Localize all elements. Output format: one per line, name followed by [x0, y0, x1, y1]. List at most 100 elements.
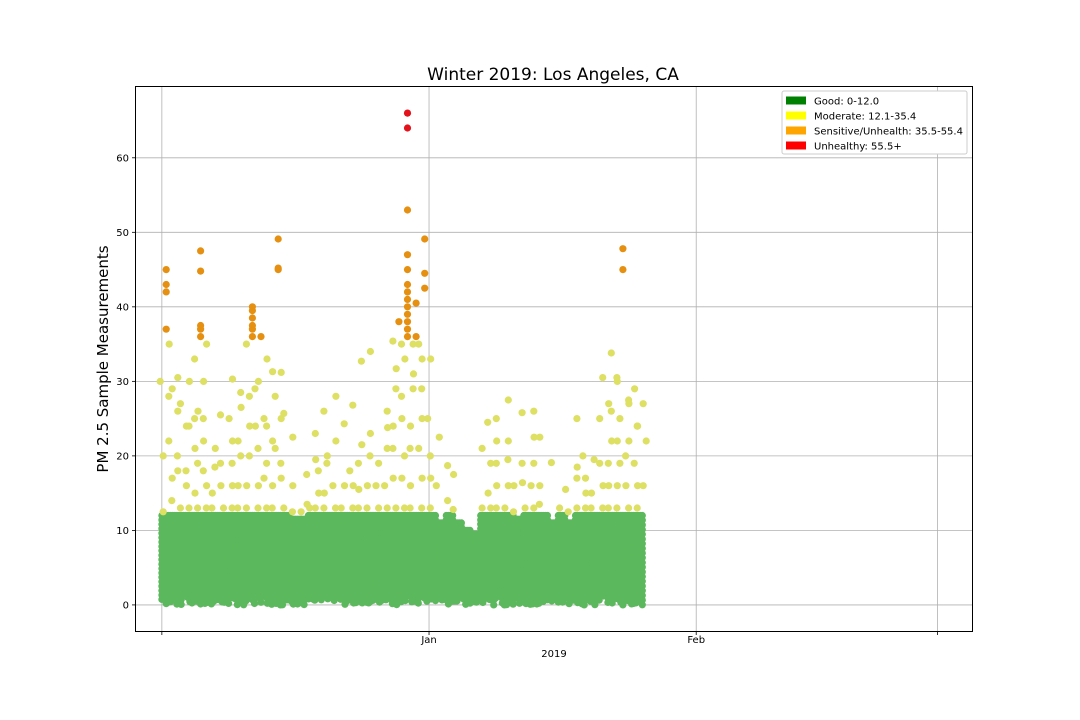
moderate-point	[492, 459, 500, 467]
moderate-point	[633, 422, 641, 430]
moderate-point	[211, 444, 219, 452]
moderate-point	[536, 482, 544, 490]
legend-label: Unhealthy: 55.5+	[814, 142, 902, 153]
moderate-point	[269, 437, 277, 445]
moderate-point	[625, 504, 633, 512]
sensitive-point	[162, 266, 170, 274]
moderate-point	[492, 415, 500, 423]
moderate-point	[613, 374, 621, 382]
moderate-point	[444, 462, 452, 470]
legend-label: Sensitive/Unhealth: 35.5-55.4	[814, 127, 963, 138]
moderate-point	[366, 452, 374, 460]
moderate-point	[303, 470, 311, 479]
sensitive-point	[421, 235, 429, 243]
moderate-point	[263, 504, 271, 512]
moderate-point	[384, 424, 392, 432]
moderate-point	[355, 485, 363, 493]
moderate-point	[613, 482, 621, 490]
moderate-point	[349, 401, 357, 409]
moderate-point	[260, 415, 268, 423]
moderate-point	[389, 444, 397, 452]
moderate-point	[280, 409, 288, 417]
moderate-point	[323, 459, 331, 467]
moderate-point	[234, 437, 242, 445]
moderate-point	[168, 497, 176, 505]
moderate-point	[269, 368, 277, 376]
moderate-point	[605, 400, 613, 408]
moderate-point	[392, 504, 400, 512]
moderate-point	[418, 385, 426, 393]
moderate-point	[182, 482, 190, 490]
moderate-point	[203, 482, 211, 490]
moderate-point	[504, 456, 512, 464]
sensitive-point	[248, 314, 256, 322]
moderate-point	[156, 377, 164, 385]
moderate-point	[435, 433, 443, 441]
moderate-point	[243, 482, 251, 490]
moderate-point	[639, 400, 647, 408]
moderate-point	[216, 411, 225, 419]
moderate-point	[200, 437, 208, 445]
sensitive-point	[248, 321, 256, 330]
moderate-point	[202, 504, 210, 512]
moderate-point	[331, 504, 340, 512]
moderate-point	[596, 415, 604, 423]
moderate-point	[208, 489, 216, 497]
moderate-point	[346, 467, 354, 475]
sensitive-point	[421, 269, 429, 277]
moderate-point	[199, 415, 207, 423]
moderate-point	[242, 340, 250, 348]
moderate-point	[530, 407, 538, 415]
moderate-point	[271, 444, 279, 452]
sensitive-point	[274, 235, 282, 243]
legend-swatch	[786, 141, 806, 150]
moderate-point	[366, 429, 374, 438]
sensitive-point	[248, 303, 256, 311]
moderate-point	[418, 474, 426, 482]
moderate-point	[320, 504, 328, 512]
moderate-point	[237, 388, 245, 397]
moderate-point	[168, 474, 176, 482]
moderate-point	[354, 504, 362, 512]
moderate-point	[245, 392, 253, 400]
moderate-point	[176, 400, 184, 408]
moderate-point	[174, 407, 182, 415]
moderate-point	[208, 504, 216, 512]
moderate-point	[633, 504, 641, 512]
moderate-point	[219, 504, 228, 512]
moderate-point	[392, 365, 400, 373]
moderate-point	[268, 504, 276, 512]
moderate-point	[277, 368, 285, 376]
sensitive-point	[403, 325, 412, 333]
moderate-point	[237, 403, 245, 411]
good-point	[638, 511, 646, 520]
moderate-point	[450, 470, 458, 479]
moderate-point	[237, 452, 245, 460]
moderate-point	[573, 474, 581, 482]
moderate-point	[159, 452, 167, 460]
moderate-point	[228, 504, 236, 512]
moderate-point	[400, 504, 409, 512]
moderate-point	[311, 504, 319, 512]
y-tick-label: 20	[116, 451, 129, 462]
moderate-point	[613, 437, 621, 445]
moderate-point	[311, 429, 319, 438]
y-tick-label: 40	[116, 302, 129, 313]
moderate-point	[573, 415, 581, 423]
sensitive-point	[421, 284, 429, 292]
moderate-point	[604, 504, 612, 512]
sensitive-point	[403, 333, 412, 341]
y-tick-label: 60	[116, 153, 129, 164]
x-axis-label: 2019	[541, 649, 566, 660]
moderate-point	[400, 452, 409, 460]
moderate-point	[159, 508, 167, 516]
moderate-point	[315, 489, 323, 497]
moderate-point	[427, 355, 435, 363]
moderate-point	[260, 474, 268, 482]
moderate-point	[354, 459, 362, 467]
moderate-point	[217, 482, 225, 490]
moderate-point	[587, 489, 596, 497]
moderate-point	[254, 504, 262, 512]
moderate-point	[510, 482, 518, 490]
